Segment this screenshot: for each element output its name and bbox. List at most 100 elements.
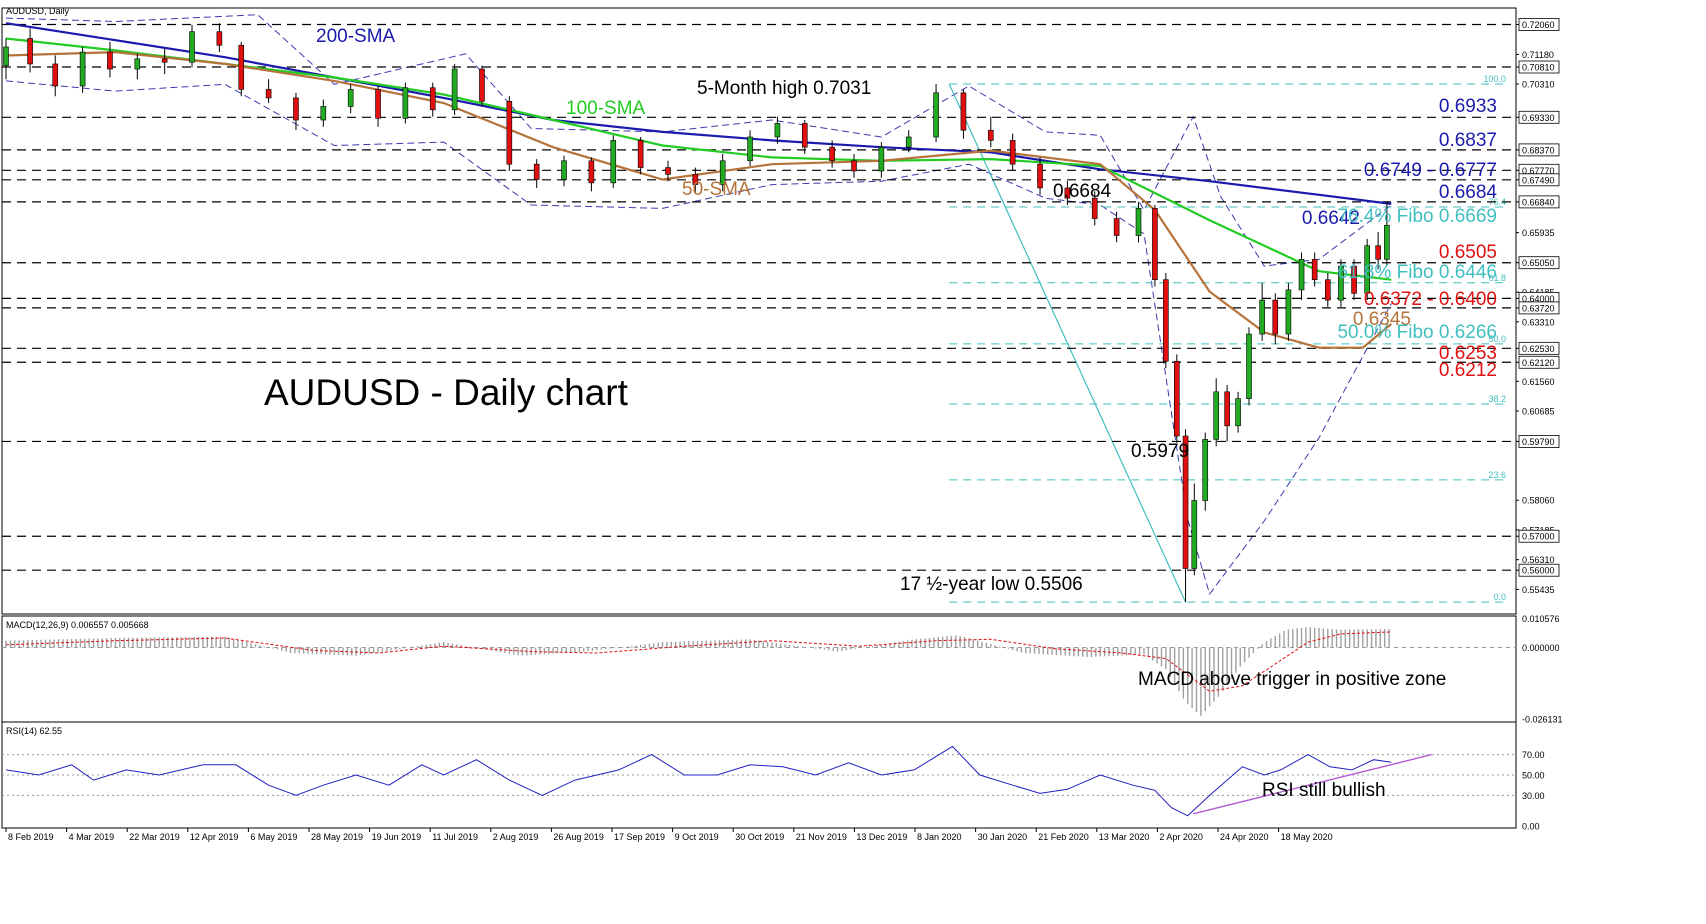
price-axis-label-16: 0.62120 <box>1522 358 1555 368</box>
fib-level-label-5: 23.6 <box>1488 470 1506 480</box>
candle-body-18 <box>479 68 485 102</box>
rsi-axis-label-3: 0.00 <box>1522 822 1540 832</box>
candle-body-13 <box>347 89 354 107</box>
candle-body-43 <box>1135 208 1142 236</box>
x-tick-label-3: 12 Apr 2019 <box>190 832 239 842</box>
macd-axis-label-0: 0.010576 <box>1522 614 1560 624</box>
annotation-13: 0.6372 - 0.6400 <box>1364 289 1497 310</box>
candle-body-23 <box>610 140 617 184</box>
candle-body-8 <box>216 31 223 46</box>
candle-body-17 <box>451 68 458 111</box>
price-axis-label-10: 0.65050 <box>1522 258 1555 268</box>
candle-body-41 <box>1091 197 1098 219</box>
candle-body-62 <box>1364 245 1370 294</box>
candle-body-16 <box>429 87 436 111</box>
candle-body-26 <box>692 174 699 185</box>
candle-body-46 <box>1173 360 1180 437</box>
price-axis-label-24: 0.56000 <box>1522 566 1555 576</box>
candle-body-19 <box>506 101 513 165</box>
price-axis-label-19: 0.59790 <box>1522 437 1555 447</box>
candle-body-39 <box>1037 163 1043 189</box>
price-axis-label-1: 0.71180 <box>1522 50 1554 60</box>
candle-body-44 <box>1152 208 1158 281</box>
price-axis-label-22: 0.57000 <box>1522 532 1555 542</box>
candle-body-61 <box>1351 265 1357 294</box>
rsi-trendline <box>1193 753 1432 815</box>
annotation-9: 0.6642 <box>1302 208 1360 229</box>
candle-body-59 <box>1324 279 1331 301</box>
candle-body-45 <box>1163 279 1169 362</box>
candle-body-24 <box>637 140 644 168</box>
chart-title: AUDUSD - Daily chart <box>264 372 629 413</box>
candle-body-25 <box>665 167 671 175</box>
x-tick-label-19: 2 Apr 2020 <box>1159 832 1203 842</box>
candle-body-56 <box>1285 289 1292 335</box>
price-axis-label-7: 0.67490 <box>1522 175 1555 185</box>
x-tick-label-4: 6 May 2019 <box>250 832 297 842</box>
price-axis-label-0: 0.72060 <box>1522 20 1555 30</box>
candle-body-60 <box>1338 265 1344 301</box>
x-tick-label-14: 13 Dec 2019 <box>856 832 907 842</box>
annotation-3: 5-Month high 0.7031 <box>697 78 871 99</box>
x-tick-label-11: 9 Oct 2019 <box>675 832 719 842</box>
fib-swing-line <box>948 83 1187 603</box>
candle-body-42 <box>1113 218 1120 236</box>
candle-body-22 <box>588 160 595 184</box>
candle-body-51 <box>1224 391 1230 427</box>
candle-body-49 <box>1202 439 1209 501</box>
price-axis-label-5: 0.68370 <box>1522 145 1555 155</box>
price-axis-label-14: 0.63310 <box>1522 317 1555 327</box>
fib-level-label-1: 76.4 <box>1488 197 1506 207</box>
annotation-14: 0.6345 <box>1353 309 1411 330</box>
annotation-1: 100-SMA <box>566 98 646 119</box>
candle-body-20 <box>533 163 540 180</box>
candle-body-34 <box>905 136 912 148</box>
annotation-4: 0.6933 <box>1439 96 1497 117</box>
candle-body-38 <box>1009 140 1016 165</box>
candle-body-50 <box>1213 391 1219 440</box>
candle-body-58 <box>1311 259 1318 281</box>
x-tick-label-10: 17 Sep 2019 <box>614 832 665 842</box>
candle-body-14 <box>375 89 381 119</box>
x-tick-label-15: 8 Jan 2020 <box>917 832 962 842</box>
price-axis-label-18: 0.60685 <box>1522 407 1555 417</box>
candle-body-6 <box>161 58 168 63</box>
annotation-11: 0.6505 <box>1439 242 1497 263</box>
candle-body-21 <box>561 160 567 180</box>
candle-body-27 <box>719 160 726 185</box>
annotation-16: 0.6253 <box>1439 343 1497 364</box>
price-axis-label-8: 0.66840 <box>1522 197 1555 207</box>
candle-body-31 <box>829 146 835 162</box>
x-tick-label-2: 22 Mar 2019 <box>129 832 180 842</box>
candle-body-35 <box>933 92 939 138</box>
candle-body-2 <box>52 63 59 87</box>
annotation-17: 0.6212 <box>1439 360 1497 381</box>
bollinger-lower-band <box>5 80 1392 596</box>
candle-body-10 <box>265 89 272 99</box>
candle-body-53 <box>1246 333 1252 399</box>
x-tick-label-8: 2 Aug 2019 <box>493 832 539 842</box>
x-tick-label-20: 24 Apr 2020 <box>1220 832 1269 842</box>
x-tick-label-1: 4 Mar 2019 <box>69 832 115 842</box>
price-axis-label-15: 0.62530 <box>1522 344 1555 354</box>
rsi-axis-label-1: 50.00 <box>1522 771 1545 781</box>
fib-level-label-6: 0.0 <box>1493 592 1506 602</box>
price-axis-label-23: 0.56310 <box>1522 555 1555 565</box>
candle-body-36 <box>960 92 967 131</box>
x-tick-label-18: 13 Mar 2020 <box>1099 832 1150 842</box>
x-tick-label-21: 18 May 2020 <box>1281 832 1333 842</box>
annotation-12: 61.8% Fibo 0.6446 <box>1337 262 1497 283</box>
bollinger-upper-band <box>5 14 1392 267</box>
price-axis-label-3: 0.70310 <box>1522 79 1555 89</box>
rsi-axis-label-2: 30.00 <box>1522 791 1545 801</box>
annotation-2: 50-SMA <box>682 179 751 200</box>
x-tick-label-12: 30 Oct 2019 <box>735 832 784 842</box>
sma-line-200-sma <box>5 22 1392 205</box>
candle-body-37 <box>987 129 994 141</box>
price-axis-label-20: 0.58060 <box>1522 496 1555 506</box>
price-axis-label-9: 0.65935 <box>1522 228 1555 238</box>
price-axis-label-2: 0.70810 <box>1522 63 1555 73</box>
annotation-5: 0.6837 <box>1439 130 1497 151</box>
fib-level-label-3: 50.0 <box>1488 334 1506 344</box>
